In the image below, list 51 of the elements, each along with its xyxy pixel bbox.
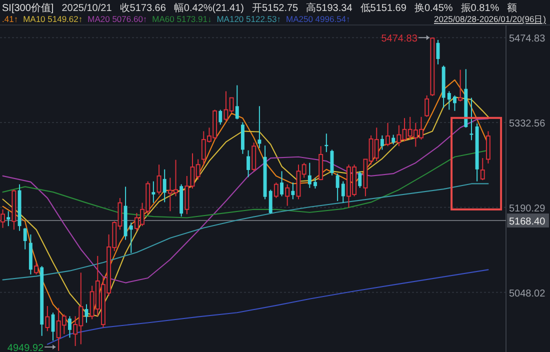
text: .41↑ [2,14,18,24]
line-series [46,269,489,345]
text: MA60 5173.91↓ [152,14,212,24]
candlestick [380,134,384,150]
text: 换0.45% [414,2,453,14]
text: 额 [507,2,518,14]
text: MA20 5076.60↑ [88,14,148,24]
text: 低5151.69 [360,3,407,14]
candlestick [453,94,456,112]
y-tick-label: 5048.02 [509,288,546,300]
candlestick [246,150,250,178]
annotation: 4949.92 [7,343,44,352]
candlestick [470,97,474,141]
candlestick [358,170,362,188]
candlestick [23,227,27,250]
y-tick-label: 5474.83 [509,34,546,45]
candlestick [84,304,88,324]
text: MA250 4996.54↑ [286,14,350,24]
candlestick [258,106,262,148]
line-series [2,118,489,284]
candlestick [268,189,272,214]
candlestick [291,182,295,200]
candlestick [235,84,239,120]
candlestick [308,162,312,188]
candlestick [218,109,222,126]
text: 振0.81% [460,2,500,14]
candlestick [392,134,396,145]
text: MA10 5149.62↑ [23,14,83,24]
candlestick [280,170,284,197]
candlestick [129,222,133,254]
candlestick [447,90,451,110]
text: 幅0.42%(21.41) [174,2,244,14]
annotation: 5474.83 [381,34,418,45]
text: 收5173.66 [120,3,166,14]
candlestick [314,177,317,189]
line-series [2,183,489,280]
candlestick [341,180,345,204]
candlestick [336,173,340,202]
chart-title: SI[300价值] [2,2,54,14]
chart-subtitle: 2025/08/28-2026/01/20(96日) [434,14,546,24]
text: 2025/10/21 [62,3,112,14]
candlestick [152,180,156,204]
candlestick [162,168,166,203]
candlestick [68,316,72,338]
ref-line-label: 5168.40 [509,216,546,228]
y-tick-label: 5332.56 [509,118,546,130]
text: MA120 5122.53↑ [216,14,281,24]
text: 开5152.75 [252,3,299,14]
y-tick-label: 5190.29 [509,203,546,214]
text: 高5193.34 [306,2,353,14]
candlestick [6,210,10,227]
